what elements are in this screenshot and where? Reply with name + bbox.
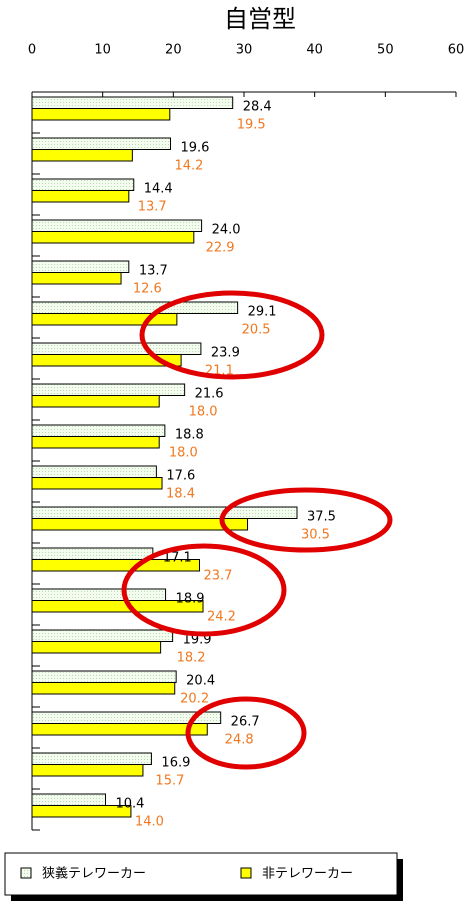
x-tick-label: 10 [94,43,111,58]
legend-label: 狭義テレワーカー [42,866,146,882]
bar [31,313,178,326]
data-label: 26.7 [231,715,260,730]
x-tick-label: 60 [448,43,465,58]
bar [31,547,154,560]
data-label: 16.9 [161,756,190,771]
data-label: 20.2 [180,692,209,707]
bar [31,518,249,531]
data-label: 18.2 [177,651,206,666]
highlight-ellipse [185,696,307,770]
bar [31,272,122,285]
data-label: 24.2 [207,610,236,625]
bar [31,588,167,601]
bar [31,395,160,408]
data-label: 14.2 [175,159,204,174]
data-label: 24.0 [212,223,241,238]
data-label: 18.0 [169,446,198,461]
data-label: 18.9 [176,592,205,607]
data-label: 14.4 [144,182,173,197]
bar [31,190,130,203]
data-label: 30.5 [301,528,330,543]
data-label: 18.0 [189,405,218,420]
data-label: 21.6 [195,387,224,402]
bar [31,477,163,490]
bar [31,231,195,244]
data-label: 13.7 [139,264,168,279]
chart-title: 自営型 [224,5,296,33]
x-tick-label: 0 [28,43,36,58]
bar [31,301,239,314]
legend-label: 非テレワーカー [262,867,353,882]
data-label: 20.4 [186,674,215,689]
data-label: 23.7 [203,569,232,584]
data-label: 22.9 [206,241,235,256]
data-label: 37.5 [307,510,336,525]
bar [31,178,135,191]
data-label: 29.1 [248,305,277,320]
legend [4,852,398,896]
data-label: 12.6 [133,282,162,297]
highlight-ellipse [121,543,287,637]
data-label: 14.0 [135,815,164,830]
bar [31,793,106,806]
data-label: 15.7 [155,774,184,789]
x-tick-label: 40 [306,43,323,58]
bar [31,465,157,478]
highlight-ellipse [139,290,325,380]
bar [31,354,182,367]
data-label: 18.4 [166,487,195,502]
bar [31,764,144,777]
bar [31,670,177,683]
bar [31,752,152,765]
bar [31,342,202,355]
bar [31,260,130,273]
bar [31,383,186,396]
data-label: 17.1 [163,551,192,566]
bar [31,137,172,150]
bar [31,559,200,572]
data-label: 10.4 [115,797,144,812]
data-label: 19.5 [237,118,266,133]
data-label: 28.4 [243,100,272,115]
data-label: 17.6 [166,469,195,484]
data-label: 23.9 [211,346,240,361]
bar [31,682,176,695]
bar [31,805,132,818]
data-label: 24.8 [225,733,254,748]
data-label: 20.5 [242,323,271,338]
x-tick-label: 20 [165,43,182,58]
bar [31,108,171,121]
bar [31,600,204,613]
data-label: 13.7 [138,200,167,215]
bar [31,723,208,736]
bar [31,641,162,654]
data-label: 18.8 [175,428,204,443]
legend-swatch [240,867,252,879]
bar [31,506,298,519]
x-tick-label: 30 [236,43,253,58]
bar [31,219,203,232]
x-tick-label: 50 [377,43,394,58]
bar [31,149,133,162]
data-label: 19.6 [181,141,210,156]
bar [31,436,160,449]
highlight-ellipse [219,487,393,553]
bar [31,424,166,437]
bar [31,629,174,642]
legend-swatch [20,867,32,879]
bar [31,96,234,109]
